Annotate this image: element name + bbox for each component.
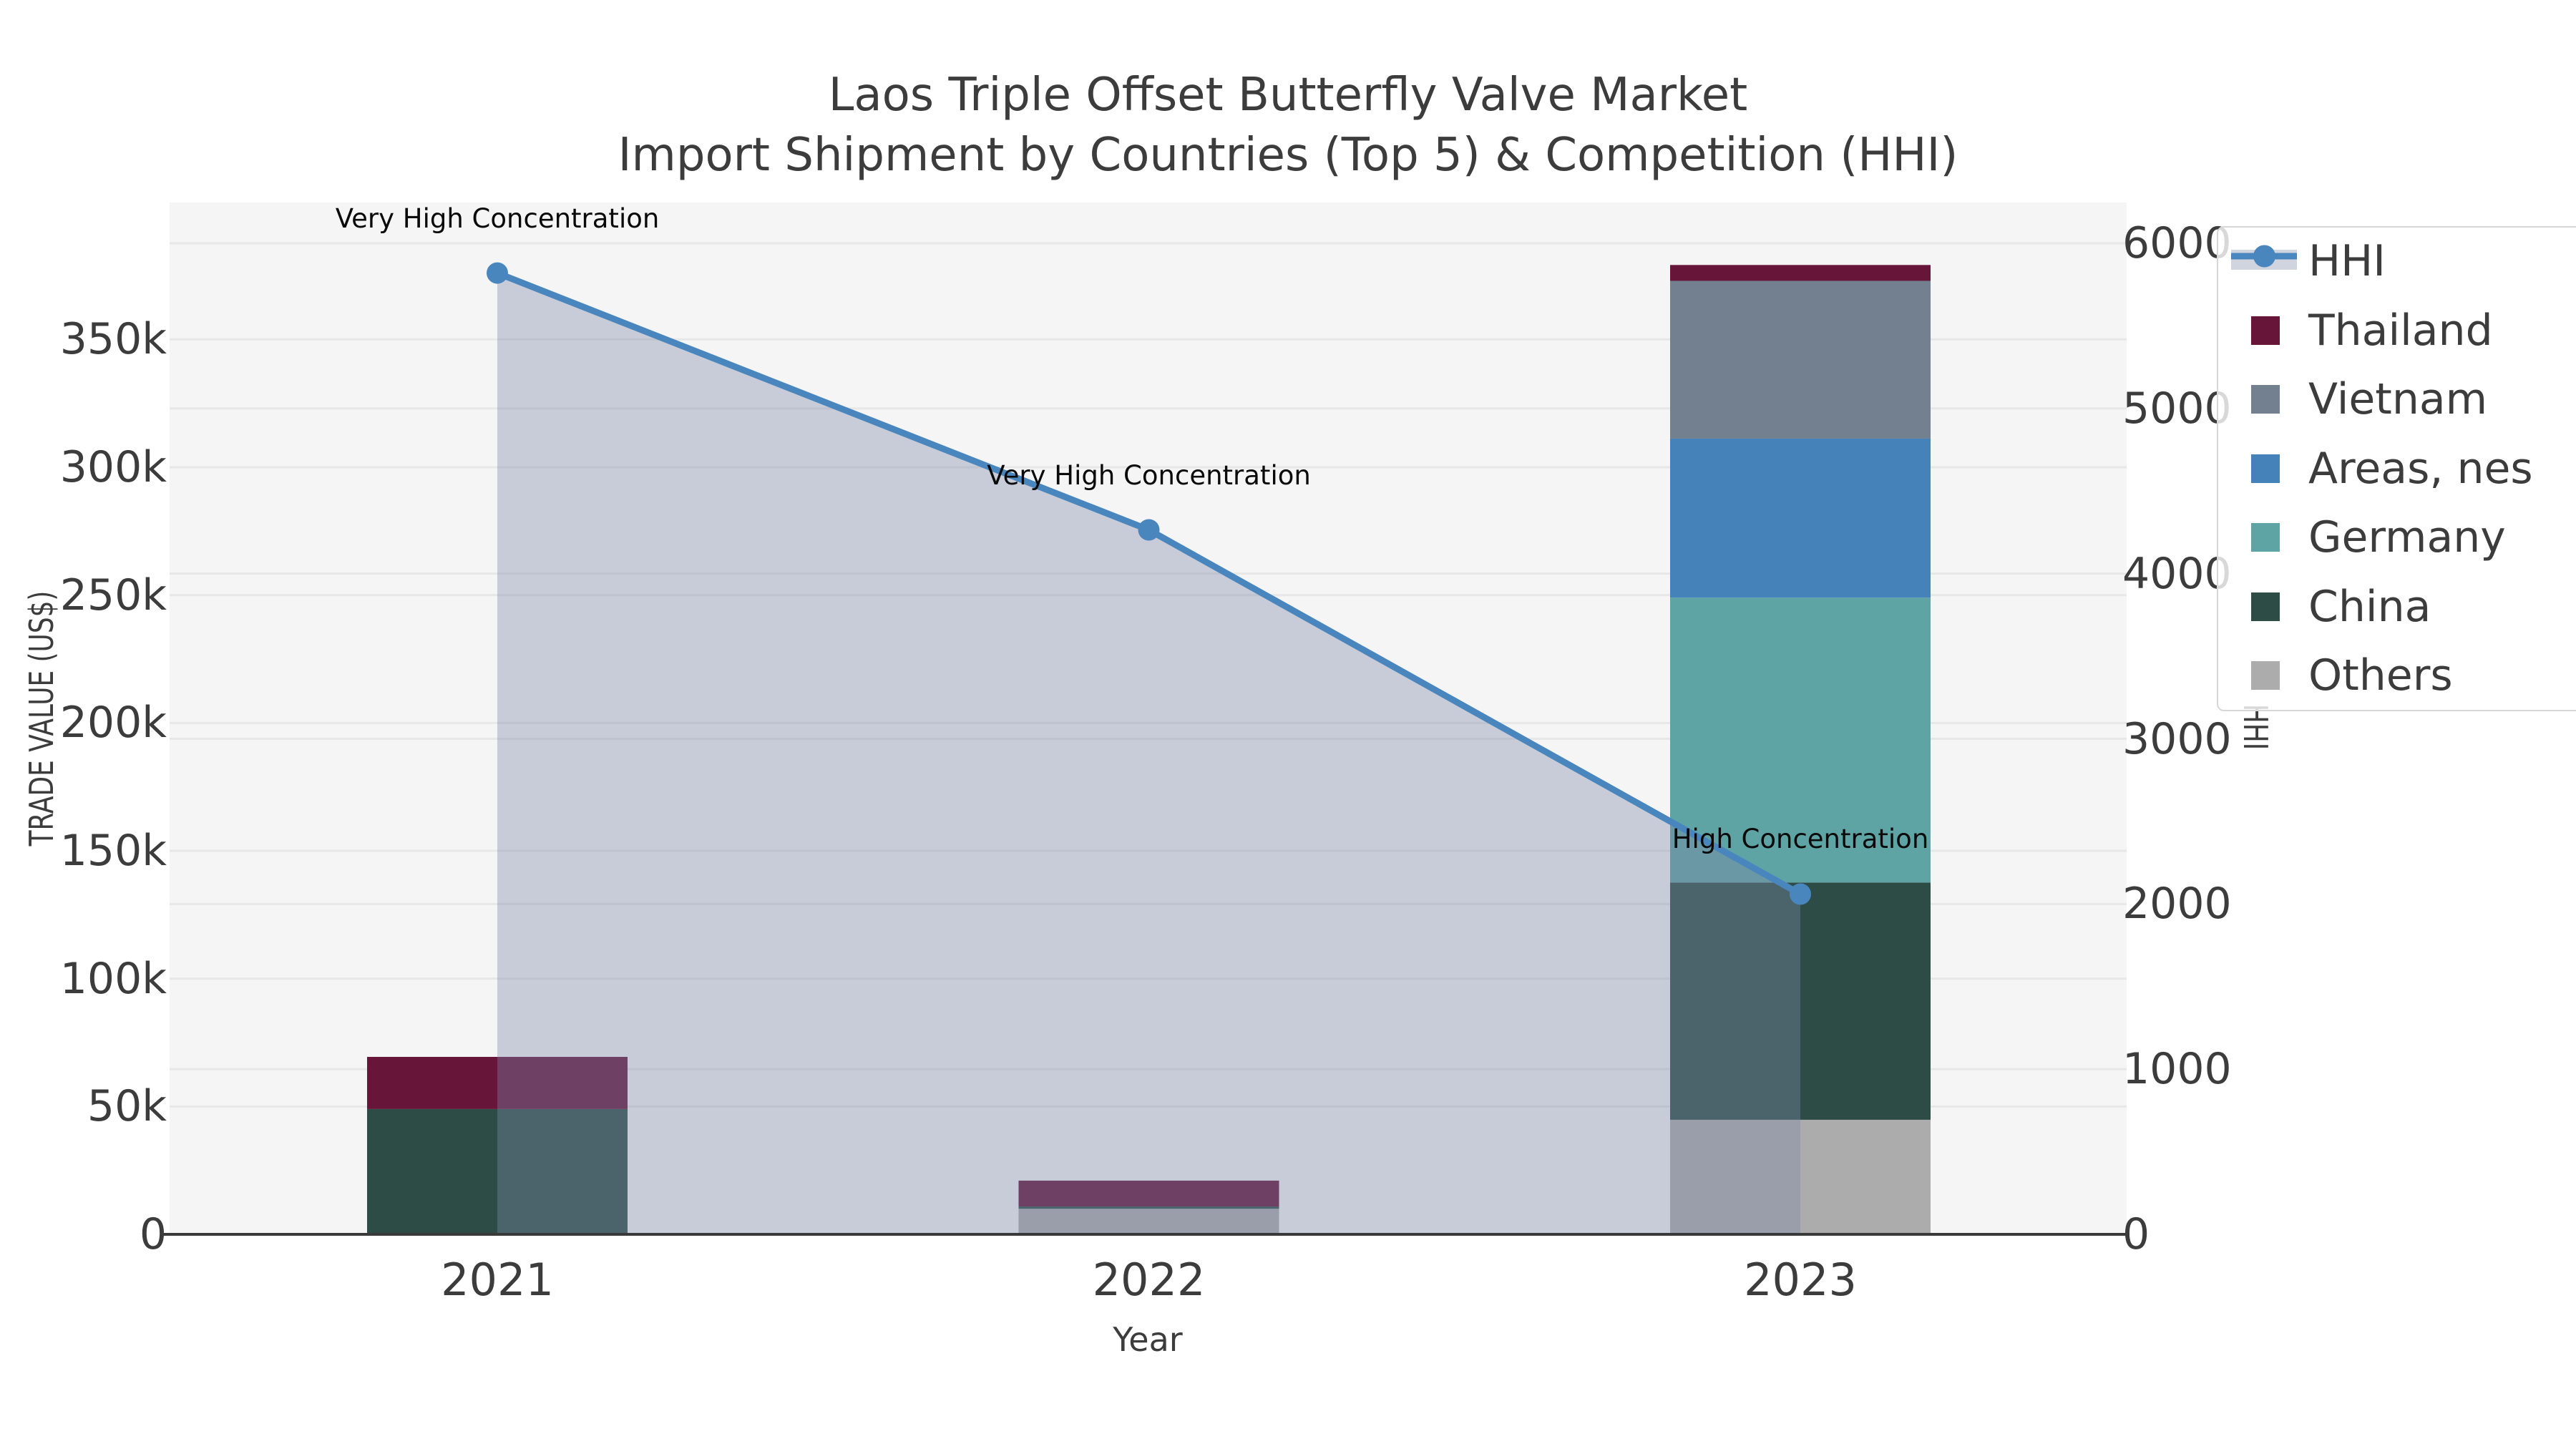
y-tick-left-150k: 150k	[59, 825, 167, 876]
legend-label-germany: Germany	[2308, 512, 2506, 562]
legend-label-vietnam: Vietnam	[2308, 374, 2488, 424]
bar-segment-2021-china	[367, 1108, 628, 1234]
legend-swatch-china	[2251, 592, 2280, 621]
hhi-marker-2021	[487, 262, 508, 284]
legend-swatch-areas-nes	[2251, 454, 2280, 483]
legend-label-areas-nes: Areas, nes	[2308, 443, 2533, 494]
bar-segment-2023-areas-nes	[1670, 438, 1931, 598]
bar-segment-2023-china	[1670, 882, 1931, 1120]
chart-title: Laos Triple Offset Butterfly Valve Marke…	[828, 69, 1748, 122]
y-tick-right-6000: 6000	[2122, 218, 2232, 269]
y-tick-right-2000: 2000	[2122, 879, 2232, 930]
x-tick-2021: 2021	[441, 1254, 554, 1306]
legend-swatch-others	[2251, 661, 2280, 690]
bar-segment-2021-thailand	[367, 1057, 628, 1109]
bar-segment-2023-germany	[1670, 597, 1931, 883]
bar-segment-2023-vietnam	[1670, 280, 1931, 439]
y-tick-left-350k: 350k	[59, 314, 167, 365]
legend-swatch-germany	[2251, 523, 2280, 552]
x-tick-2023: 2023	[1744, 1254, 1857, 1306]
y-tick-right-3000: 3000	[2122, 713, 2232, 764]
bar-segment-2022-others	[1018, 1209, 1279, 1234]
legend-label-hhi: HHI	[2308, 236, 2386, 286]
bar-segment-2023-thailand	[1670, 265, 1931, 281]
bar-segment-2022-china	[1018, 1206, 1279, 1209]
hhi-marker-2022	[1138, 519, 1160, 541]
legend-label-china: China	[2308, 581, 2431, 632]
y-tick-left-0: 0	[139, 1209, 167, 1259]
annotation-2022: Very High Concentration	[987, 459, 1311, 491]
legend-swatch-vietnam	[2251, 385, 2280, 414]
hhi-area-fill	[497, 273, 1800, 1235]
y-tick-left-100k: 100k	[59, 953, 167, 1004]
hhi-marker-2023	[1790, 883, 1811, 905]
annotation-2021: Very High Concentration	[335, 203, 660, 234]
y-tick-right-0: 0	[2122, 1209, 2150, 1259]
legend-swatch-thailand	[2251, 316, 2280, 345]
bar-segment-2022-thailand	[1018, 1180, 1279, 1207]
axis-label-year: Year	[1113, 1320, 1183, 1359]
y-tick-left-250k: 250k	[59, 570, 167, 620]
bar-segment-2023-others	[1670, 1119, 1931, 1234]
chart-subtitle: Import Shipment by Countries (Top 5) & C…	[618, 129, 1958, 182]
y-tick-left-300k: 300k	[59, 441, 167, 492]
y-tick-right-4000: 4000	[2122, 548, 2232, 599]
annotation-2023: High Concentration	[1672, 824, 1929, 855]
y-tick-left-50k: 50k	[87, 1081, 167, 1132]
legend-label-others: Others	[2308, 650, 2453, 701]
y-tick-right-5000: 5000	[2122, 383, 2232, 434]
y-tick-left-200k: 200k	[59, 698, 167, 748]
legend-label-thailand: Thailand	[2308, 305, 2493, 356]
x-tick-2022: 2022	[1092, 1254, 1206, 1306]
y-tick-right-1000: 1000	[2122, 1044, 2232, 1095]
legend-hhi-marker-icon	[2253, 245, 2275, 268]
